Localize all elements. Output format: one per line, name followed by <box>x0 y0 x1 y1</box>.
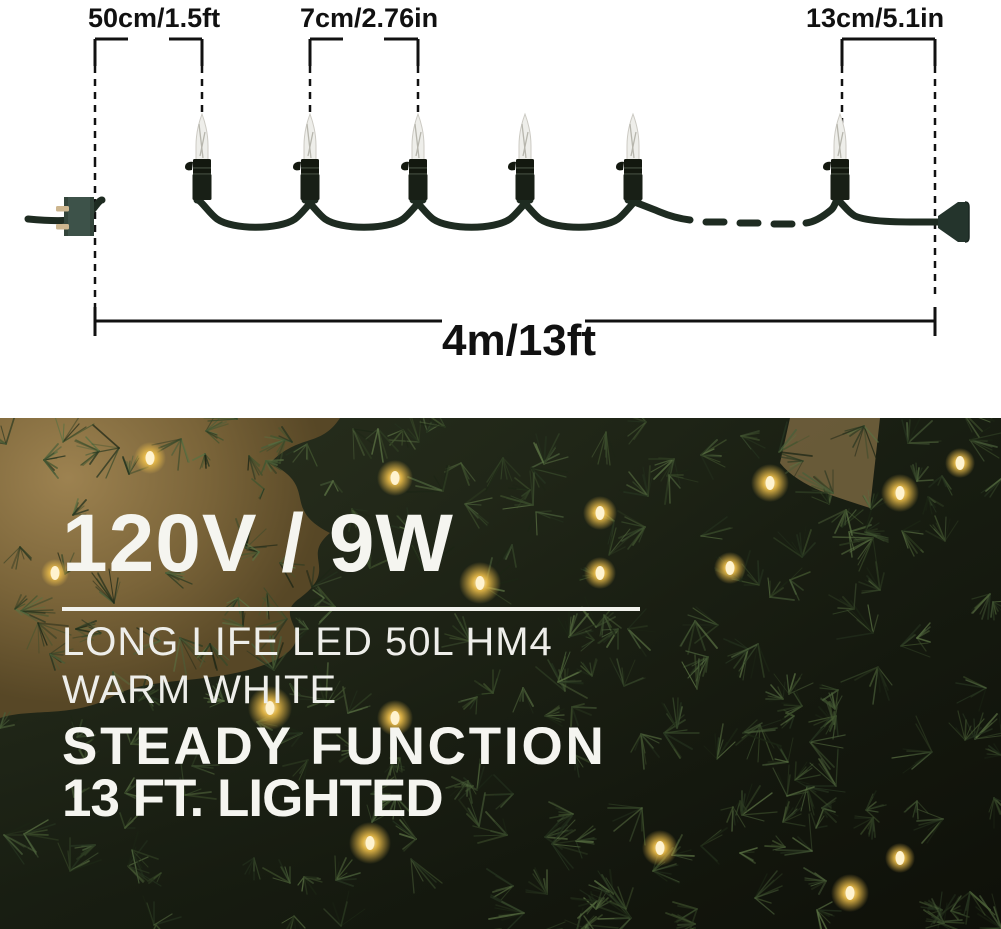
svg-text:7cm/2.76in: 7cm/2.76in <box>300 3 438 33</box>
svg-text:50cm/1.5ft: 50cm/1.5ft <box>88 3 220 33</box>
svg-text:4m/13ft: 4m/13ft <box>442 316 596 365</box>
svg-text:13cm/5.1in: 13cm/5.1in <box>806 3 944 33</box>
